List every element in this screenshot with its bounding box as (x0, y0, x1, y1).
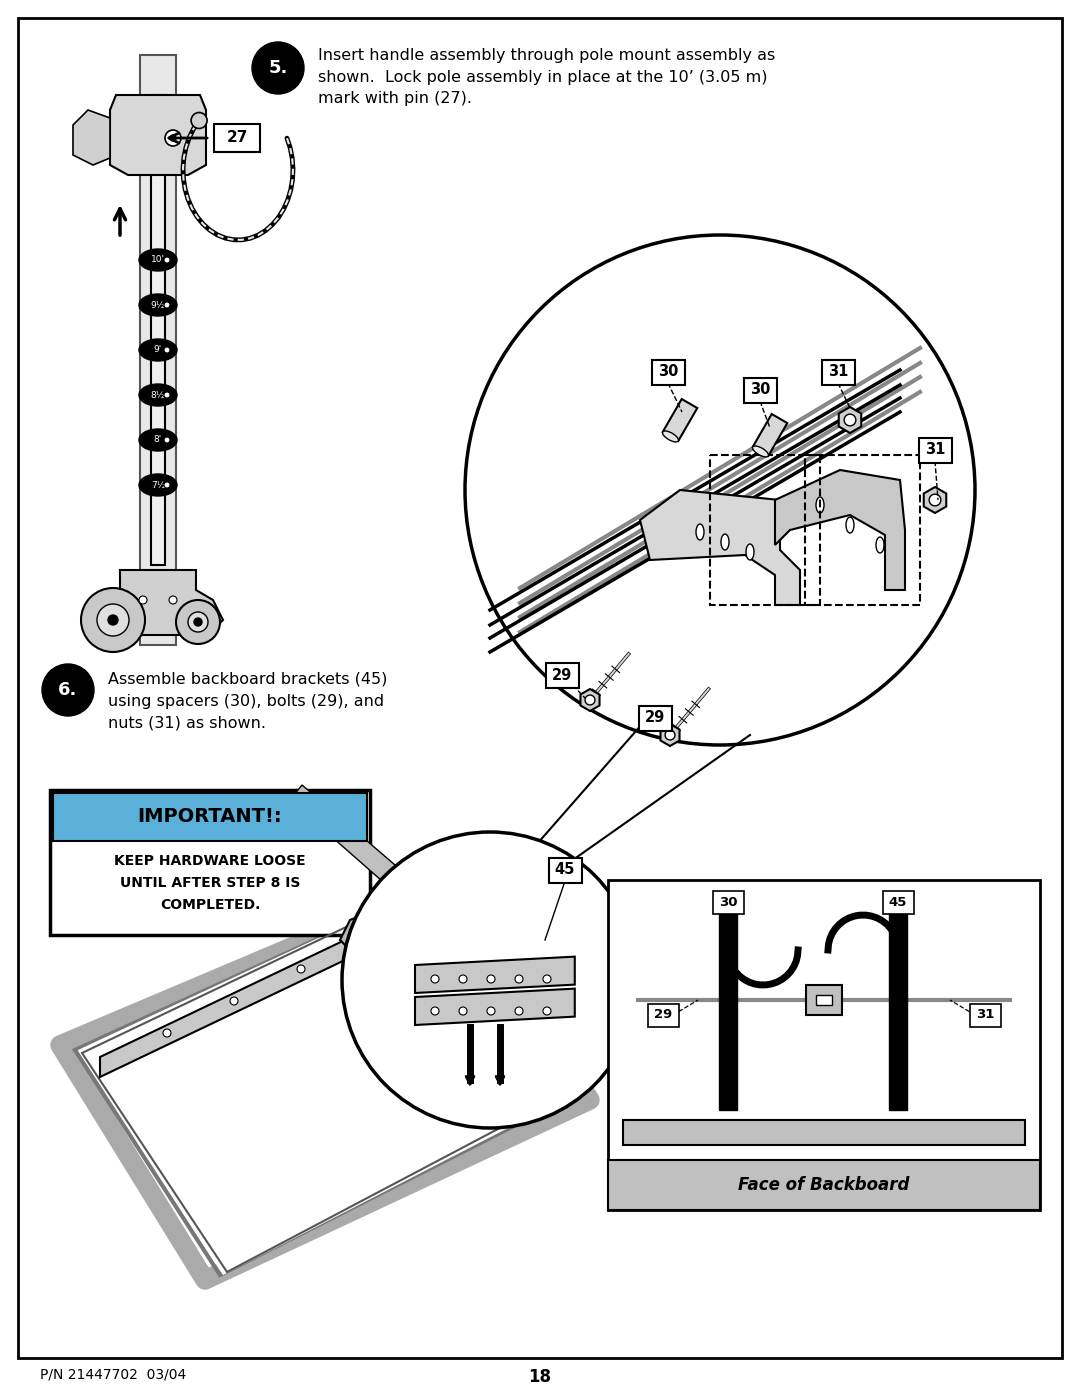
Ellipse shape (721, 534, 729, 550)
Bar (151, 95, 165, 564)
Circle shape (515, 975, 523, 983)
Polygon shape (775, 469, 905, 590)
Polygon shape (415, 957, 575, 993)
Ellipse shape (816, 497, 824, 513)
Circle shape (163, 1030, 171, 1037)
Text: 29: 29 (645, 711, 665, 725)
Circle shape (164, 346, 170, 353)
Circle shape (459, 975, 467, 983)
Circle shape (515, 1007, 523, 1016)
Circle shape (81, 588, 145, 652)
Polygon shape (839, 407, 861, 433)
Bar (816, 995, 832, 1004)
Text: 18: 18 (528, 1368, 552, 1386)
Text: 27: 27 (227, 130, 247, 145)
Text: P/N 21447702  03/04: P/N 21447702 03/04 (40, 1368, 186, 1382)
Circle shape (188, 612, 208, 631)
Ellipse shape (753, 446, 769, 457)
Text: 31: 31 (827, 365, 848, 380)
Ellipse shape (876, 536, 885, 553)
Bar (140, 54, 176, 645)
Bar (608, 1160, 1040, 1210)
Text: 8': 8' (153, 436, 162, 444)
FancyBboxPatch shape (822, 359, 854, 384)
FancyBboxPatch shape (648, 1003, 678, 1027)
Text: 29: 29 (552, 668, 572, 683)
Text: KEEP HARDWARE LOOSE
UNTIL AFTER STEP 8 IS
COMPLETED.: KEEP HARDWARE LOOSE UNTIL AFTER STEP 8 I… (114, 855, 306, 912)
Circle shape (139, 597, 147, 604)
Polygon shape (753, 414, 787, 455)
Circle shape (42, 664, 94, 717)
Bar (53, 793, 367, 841)
Circle shape (168, 597, 177, 604)
Polygon shape (661, 724, 679, 746)
FancyBboxPatch shape (918, 437, 951, 462)
Circle shape (431, 975, 438, 983)
Circle shape (194, 617, 202, 626)
FancyBboxPatch shape (882, 890, 914, 914)
Polygon shape (923, 488, 946, 513)
Circle shape (665, 731, 675, 740)
Circle shape (431, 1007, 438, 1016)
Circle shape (342, 833, 638, 1127)
FancyBboxPatch shape (638, 705, 672, 731)
Polygon shape (73, 110, 110, 165)
Polygon shape (100, 897, 435, 1077)
Circle shape (487, 1007, 495, 1016)
Bar (889, 900, 907, 1111)
Circle shape (252, 42, 303, 94)
FancyBboxPatch shape (713, 890, 743, 914)
FancyBboxPatch shape (970, 1003, 1000, 1027)
Text: 30: 30 (658, 365, 678, 380)
FancyBboxPatch shape (743, 377, 777, 402)
Polygon shape (110, 95, 206, 175)
Bar (50, 789, 370, 935)
Polygon shape (291, 785, 445, 925)
Text: 8½: 8½ (151, 391, 165, 400)
Polygon shape (415, 989, 575, 1025)
Text: IMPORTANT!:: IMPORTANT!: (137, 807, 282, 827)
Circle shape (487, 975, 495, 983)
FancyBboxPatch shape (651, 359, 685, 384)
Circle shape (543, 975, 551, 983)
Text: 45: 45 (555, 862, 576, 877)
Ellipse shape (139, 293, 177, 316)
FancyBboxPatch shape (214, 124, 260, 152)
Text: 6.: 6. (58, 680, 78, 698)
Circle shape (929, 495, 941, 506)
Polygon shape (580, 689, 599, 711)
Bar (608, 880, 1040, 1210)
Polygon shape (60, 880, 590, 1280)
Bar (719, 900, 737, 1111)
Circle shape (164, 482, 170, 488)
Text: 30: 30 (750, 383, 770, 398)
Bar (623, 1120, 1025, 1146)
Ellipse shape (696, 524, 704, 541)
Polygon shape (340, 890, 430, 960)
Text: Assemble backboard brackets (45)
using spacers (30), bolts (29), and
nuts (31) a: Assemble backboard brackets (45) using s… (108, 672, 388, 731)
Polygon shape (78, 886, 572, 1275)
Ellipse shape (139, 249, 177, 271)
Circle shape (108, 615, 118, 624)
Ellipse shape (846, 517, 854, 534)
Circle shape (164, 302, 170, 307)
Circle shape (465, 235, 975, 745)
Circle shape (97, 604, 129, 636)
Text: 30: 30 (719, 895, 738, 908)
FancyBboxPatch shape (549, 858, 581, 883)
Text: 5.: 5. (268, 59, 287, 77)
Ellipse shape (139, 384, 177, 407)
Text: 45: 45 (889, 895, 907, 908)
Text: 9½: 9½ (151, 300, 165, 310)
Ellipse shape (139, 429, 177, 451)
Text: 9': 9' (153, 345, 162, 355)
Ellipse shape (139, 474, 177, 496)
Ellipse shape (746, 543, 754, 560)
Text: 31: 31 (924, 443, 945, 457)
Circle shape (176, 599, 220, 644)
Circle shape (165, 130, 181, 147)
Circle shape (164, 437, 170, 443)
Text: 10': 10' (151, 256, 165, 264)
Bar (53, 793, 367, 841)
Circle shape (585, 696, 595, 705)
